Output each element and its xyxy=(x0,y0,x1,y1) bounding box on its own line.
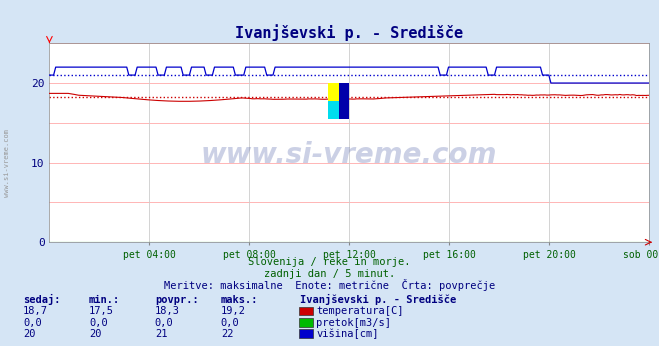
Text: Ivanjševski p. - Središče: Ivanjševski p. - Središče xyxy=(300,294,456,305)
Text: Slovenija / reke in morje.: Slovenija / reke in morje. xyxy=(248,257,411,267)
Text: sedaj:: sedaj: xyxy=(23,294,61,305)
Text: 0,0: 0,0 xyxy=(221,318,239,328)
Text: 22: 22 xyxy=(221,329,233,339)
Text: 18,3: 18,3 xyxy=(155,306,180,316)
Bar xyxy=(339,83,349,119)
Text: 0,0: 0,0 xyxy=(89,318,107,328)
Text: višina[cm]: višina[cm] xyxy=(316,329,379,339)
Text: 21: 21 xyxy=(155,329,167,339)
Bar xyxy=(328,83,339,101)
Text: maks.:: maks.: xyxy=(221,295,258,305)
Text: www.si-vreme.com: www.si-vreme.com xyxy=(201,141,498,169)
Text: zadnji dan / 5 minut.: zadnji dan / 5 minut. xyxy=(264,269,395,279)
Text: 0,0: 0,0 xyxy=(23,318,42,328)
Text: www.si-vreme.com: www.si-vreme.com xyxy=(3,129,10,197)
Text: 0,0: 0,0 xyxy=(155,318,173,328)
Text: 20: 20 xyxy=(89,329,101,339)
Text: pretok[m3/s]: pretok[m3/s] xyxy=(316,318,391,328)
Text: 17,5: 17,5 xyxy=(89,306,114,316)
Text: 19,2: 19,2 xyxy=(221,306,246,316)
Text: min.:: min.: xyxy=(89,295,120,305)
Text: temperatura[C]: temperatura[C] xyxy=(316,306,404,316)
Bar xyxy=(328,101,339,119)
Text: 18,7: 18,7 xyxy=(23,306,48,316)
Text: povpr.:: povpr.: xyxy=(155,295,198,305)
Text: 20: 20 xyxy=(23,329,36,339)
Text: Meritve: maksimalne  Enote: metrične  Črta: povprečje: Meritve: maksimalne Enote: metrične Črta… xyxy=(164,279,495,291)
Title: Ivanjševski p. - Središče: Ivanjševski p. - Središče xyxy=(235,24,463,41)
